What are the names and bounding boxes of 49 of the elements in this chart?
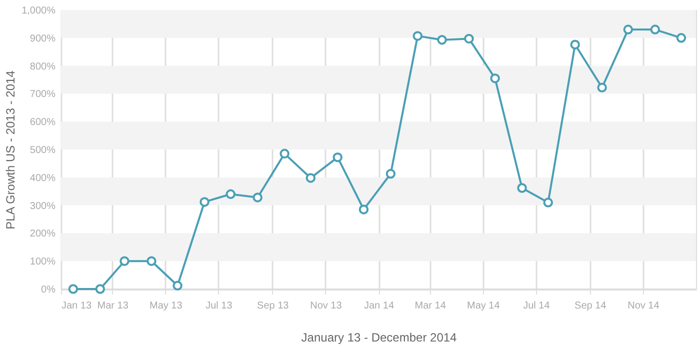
x-tick-label: Nov 13 — [310, 300, 342, 312]
point — [597, 82, 607, 92]
point — [68, 284, 78, 294]
point — [95, 284, 106, 294]
y-tick-label: 100% — [30, 256, 56, 268]
point — [464, 34, 474, 44]
point — [623, 24, 634, 34]
x-tick-label: Jan 13 — [62, 300, 92, 312]
point — [120, 256, 130, 266]
point — [172, 280, 182, 291]
y-tick-label: 600% — [30, 117, 56, 128]
point — [200, 197, 210, 207]
y-tick-label: 200% — [30, 228, 56, 240]
y-tick-label: 0% — [41, 284, 56, 296]
point — [280, 148, 290, 159]
point — [676, 33, 686, 43]
point — [490, 73, 500, 84]
x-tick-label: Mar 14 — [414, 300, 446, 312]
y-tick-label: 300% — [30, 200, 56, 212]
point — [650, 24, 660, 34]
x-tick-label: Jan 14 — [364, 300, 394, 312]
point — [358, 204, 369, 214]
x-tick-label: Mar 13 — [97, 300, 129, 312]
x-axis-title: January 13 - December 2014 — [301, 330, 458, 344]
x-tick-label: Sep 14 — [574, 300, 607, 312]
y-tick-label: 500% — [30, 145, 56, 156]
point — [412, 31, 423, 41]
point — [570, 40, 580, 50]
point — [517, 183, 527, 193]
point — [146, 256, 156, 266]
y-tick-label: 900% — [30, 33, 56, 44]
point — [543, 198, 553, 208]
x-tick-label: Jul 13 — [206, 300, 233, 312]
y-tick-label: 800% — [30, 61, 56, 72]
x-tick-label: Sep 13 — [257, 300, 290, 312]
y-tick-label: 1,000% — [22, 6, 56, 16]
point — [252, 192, 262, 202]
point — [332, 152, 342, 162]
point — [306, 173, 316, 183]
y-tick-label: 400% — [30, 172, 56, 184]
point — [437, 34, 447, 45]
x-tick-label: Jul 14 — [523, 300, 550, 312]
x-tick-label: May 14 — [466, 300, 500, 312]
y-axis-title: PLA Growth US - 2013 - 2014 — [4, 70, 18, 230]
point — [386, 168, 396, 179]
point — [226, 189, 236, 200]
x-tick-label: Nov 14 — [628, 300, 660, 312]
x-tick-label: May 13 — [149, 300, 183, 312]
y-tick-label: 700% — [30, 89, 56, 100]
